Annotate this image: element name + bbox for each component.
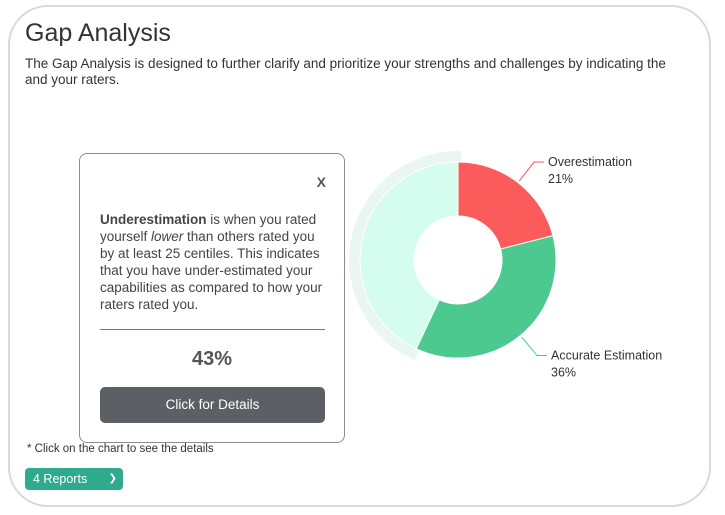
slice-leader-line (518, 161, 545, 182)
reports-select[interactable]: 4 Reports ❯ (25, 468, 123, 490)
slice-label-value: 21% (548, 172, 573, 186)
page-description: The Gap Analysis is designed to further … (25, 56, 666, 87)
popup-term: Underestimation (100, 212, 207, 227)
page-title: Gap Analysis (25, 19, 171, 47)
slice-leader-line (521, 336, 548, 357)
popup-text-after: than others rated you by at least 25 cen… (100, 229, 323, 312)
popup-definition: Underestimation is when you rated yourse… (100, 211, 330, 313)
popup-percent: 43% (191, 348, 233, 370)
slice-detail-popup: X Underestimation is when you rated your… (79, 153, 345, 443)
selected-slice-halo (348, 150, 462, 360)
popup-divider (100, 329, 325, 330)
chevron-down-icon: ❯ (108, 473, 117, 484)
slice-label-value: 36% (551, 366, 576, 380)
popup-emphasis: lower (151, 229, 184, 244)
chart-hint-note: * Click on the chart to see the details (27, 443, 214, 455)
slice-label-name: Overestimation (548, 155, 632, 169)
reports-select-value: 4 Reports (33, 472, 88, 486)
slice-label-name: Accurate Estimation (551, 349, 662, 363)
slice-underestimation[interactable] (359, 161, 459, 350)
slice-overestimation[interactable] (457, 161, 554, 250)
popup-text-before: is when you rated yourself (100, 212, 317, 244)
slice-accurate-estimation[interactable] (415, 235, 557, 359)
close-popup-button[interactable]: X (316, 174, 326, 190)
click-for-details-button[interactable]: Click for Details (100, 387, 325, 423)
